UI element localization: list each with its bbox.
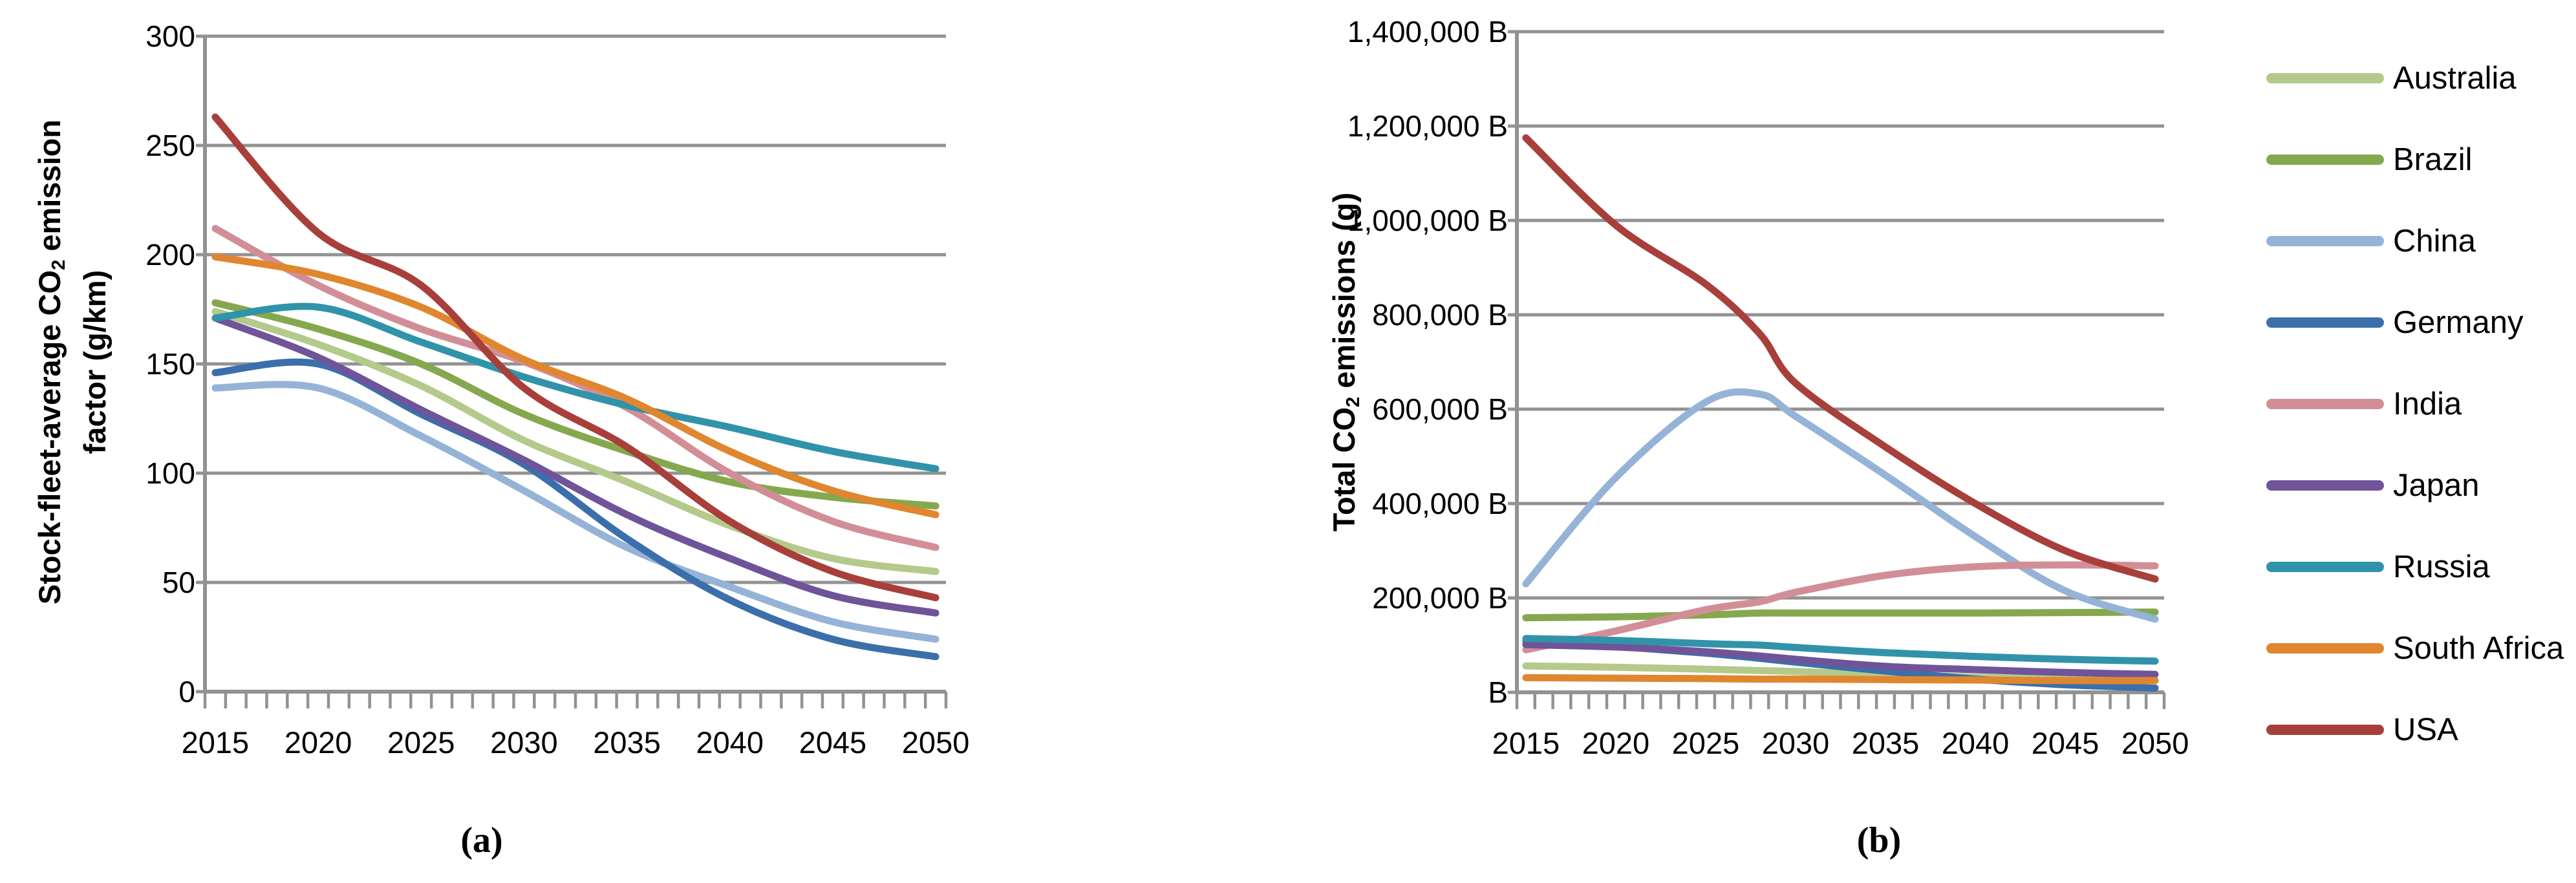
y-tick-label: 250	[145, 129, 195, 162]
x-tick-label: 2035	[593, 725, 661, 760]
chart-b: B 200,000 B 400,000 B 600,000 B 800,000 B 1,0…	[1347, 15, 2189, 760]
x-tick-label: 2025	[387, 725, 455, 760]
y-tick-label: 1,000,000 B	[1347, 204, 1508, 237]
legend-item-brazil: Brazil	[2266, 119, 2564, 200]
legend-swatch-russia	[2266, 562, 2384, 572]
legend-swatch-australia	[2266, 73, 2384, 83]
y-tick-label: B	[1488, 676, 1508, 709]
legend-swatch-germany	[2266, 317, 2384, 328]
legend-label: USA	[2393, 712, 2458, 747]
x-tick-label: 2035	[1852, 726, 1920, 760]
chart-b-y-axis-title: Total CO2 emissions (g)	[1326, 193, 1371, 532]
legend-item-india: India	[2266, 363, 2564, 445]
x-tick-label: 2040	[696, 725, 764, 760]
x-tick-label: 2020	[284, 725, 352, 760]
legend-swatch-india	[2266, 399, 2384, 409]
legend-label: Russia	[2393, 549, 2490, 584]
caption-a: (a)	[460, 820, 503, 860]
series-line-india	[1522, 561, 2159, 654]
y-tick-label: 1,400,000 B	[1347, 15, 1508, 48]
x-tick-label: 2015	[182, 725, 250, 760]
x-tick-label: 2025	[1672, 726, 1740, 760]
x-tick-label: 2045	[799, 725, 867, 760]
legend-item-china: China	[2266, 200, 2564, 282]
y-tick-label: 800,000 B	[1372, 298, 1508, 332]
x-tick-label: 2030	[490, 725, 558, 760]
y-tick-label: 50	[162, 566, 195, 599]
series-line-japan	[211, 314, 939, 617]
legend-label: Japan	[2393, 468, 2480, 503]
y-tick-label: 150	[145, 347, 195, 381]
x-tick-label: 2050	[2121, 726, 2189, 760]
x-tick-label: 2015	[1492, 726, 1560, 760]
legend-swatch-japan	[2266, 480, 2384, 491]
y-tick-label: 0	[178, 675, 195, 708]
legend-item-germany: Germany	[2266, 282, 2564, 363]
legend-label: Germany	[2393, 305, 2524, 340]
legend-swatch-brazil	[2266, 154, 2384, 165]
legend-item-japan: Japan	[2266, 445, 2564, 526]
axis-title-text: Total CO	[1326, 407, 1361, 532]
series-line-japan	[1522, 641, 2159, 678]
y-tick-label: 100	[145, 456, 195, 490]
series-line-china	[211, 381, 939, 643]
series-line-australia	[211, 308, 939, 575]
legend-swatch-south-africa	[2266, 643, 2384, 654]
series-line-south-africa	[1522, 674, 2159, 685]
axis-title-text: emission	[32, 119, 67, 260]
series-line-brazil	[1522, 608, 2159, 622]
legend-label: South Africa	[2393, 631, 2564, 666]
series-line-russia	[211, 303, 939, 473]
x-tick-label: 2045	[2032, 726, 2099, 760]
legend-label: Brazil	[2393, 142, 2473, 177]
y-tick-label: 600,000 B	[1372, 392, 1508, 426]
series-line-south-africa	[211, 253, 939, 518]
legend: Australia Brazil China Germany India Japan Rus…	[2266, 37, 2564, 771]
legend-label: India	[2393, 387, 2462, 421]
series-line-russia	[1522, 635, 2159, 665]
caption-b: (b)	[1856, 820, 1902, 860]
chart-a-y-axis-title: Stock-fleet-average CO2 emission factor (…	[32, 120, 113, 604]
series-line-brazil	[211, 299, 939, 510]
legend-item-australia: Australia	[2266, 37, 2564, 119]
x-tick-label: 2020	[1582, 726, 1650, 760]
y-tick-label: 400,000 B	[1372, 487, 1508, 520]
legend-item-usa: USA	[2266, 689, 2564, 771]
series-line-usa	[211, 113, 939, 602]
chart-a: 0 50 100 150 200 250 300 2015 2020 2025 2030 2035 20…	[145, 19, 969, 760]
series-line-usa	[1522, 134, 2159, 583]
y-tick-label: 200,000 B	[1372, 581, 1508, 615]
axis-title-text: emissions (g)	[1326, 192, 1361, 397]
x-tick-label: 2050	[902, 725, 970, 760]
legend-label: Australia	[2393, 61, 2517, 96]
legend-item-south-africa: South Africa	[2266, 608, 2564, 689]
legend-item-russia: Russia	[2266, 526, 2564, 608]
legend-swatch-china	[2266, 236, 2384, 246]
legend-swatch-usa	[2266, 725, 2384, 735]
x-tick-label: 2030	[1762, 726, 1830, 760]
subscript-2: 2	[1343, 396, 1364, 407]
axis-title-text: Stock-fleet-average CO	[32, 270, 67, 605]
x-tick-label: 2040	[1942, 726, 2010, 760]
series-line-china	[1522, 388, 2159, 623]
y-tick-label: 300	[145, 19, 195, 53]
legend-label: China	[2393, 224, 2476, 259]
y-tick-label: 1,200,000 B	[1347, 109, 1508, 143]
y-tick-label: 200	[145, 238, 195, 271]
subscript-2: 2	[48, 259, 70, 270]
axis-title-text: factor (g/km)	[78, 270, 113, 454]
series-line-germany	[211, 358, 939, 661]
